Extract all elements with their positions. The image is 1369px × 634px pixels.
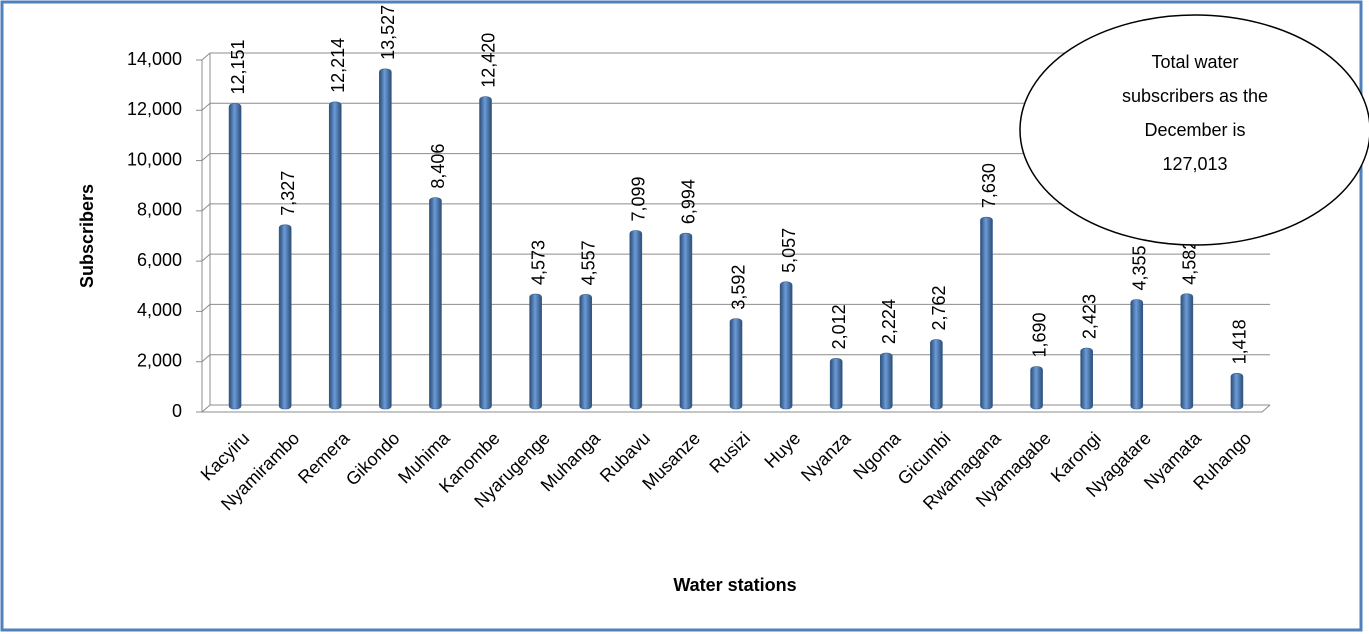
annotation-ellipse	[1019, 14, 1369, 246]
bar	[629, 230, 643, 410]
value-label: 12,151	[228, 39, 248, 94]
value-label: 12,420	[478, 33, 498, 88]
bar	[529, 293, 542, 410]
y-tick-label: 6,000	[137, 250, 182, 270]
x-axis-title: Water stations	[673, 575, 796, 595]
y-tick-label: 12,000	[127, 99, 182, 119]
y-tick-label: 14,000	[127, 49, 182, 69]
bar	[779, 281, 793, 410]
bar	[1230, 373, 1244, 410]
value-label: 5,057	[779, 228, 799, 273]
value-label: 4,355	[1130, 245, 1150, 290]
bar	[479, 96, 492, 410]
value-label: 1,690	[1029, 312, 1049, 357]
annotation-text: 127,013	[1162, 154, 1227, 174]
floor	[202, 404, 1271, 413]
bar	[1130, 299, 1144, 410]
bar	[829, 358, 843, 410]
value-label: 4,557	[578, 240, 598, 285]
bar	[980, 216, 993, 410]
bar	[1030, 366, 1043, 410]
bar	[328, 101, 342, 410]
annotation-text: December is	[1144, 120, 1245, 140]
value-label: 2,423	[1079, 294, 1099, 339]
grid-line	[201, 404, 211, 413]
bar	[579, 294, 593, 410]
y-axis-title: Subscribers	[77, 184, 97, 288]
value-label: 7,099	[629, 176, 649, 221]
value-label: 1,418	[1230, 319, 1250, 364]
bar	[228, 103, 242, 410]
value-label: 4,582	[1180, 240, 1200, 285]
bar	[1080, 347, 1093, 410]
value-label: 6,994	[679, 179, 699, 224]
value-label: 13,527	[378, 5, 398, 60]
bar	[879, 352, 893, 410]
y-tick-label: 2,000	[137, 350, 182, 370]
bar	[278, 224, 292, 410]
grid-line	[201, 203, 211, 212]
bar	[429, 197, 442, 410]
bar	[930, 339, 943, 410]
grid-line	[201, 304, 211, 312]
annotation: Total water subscribers as the December is…	[1019, 14, 1369, 246]
y-tick-label: 10,000	[127, 149, 182, 169]
value-label: 2,762	[929, 286, 949, 331]
value-label: 3,592	[729, 265, 749, 310]
value-label: 7,327	[278, 171, 298, 216]
y-tick-label: 8,000	[137, 200, 182, 220]
grid-line	[201, 253, 211, 262]
value-label: 2,224	[879, 299, 899, 344]
y-tick-label: 4,000	[137, 300, 182, 320]
bar	[1180, 293, 1194, 410]
value-label: 7,630	[979, 163, 999, 208]
bar	[379, 68, 392, 410]
grid-line	[201, 102, 211, 111]
bar	[679, 232, 693, 410]
grid-line	[201, 354, 211, 363]
value-label: 2,012	[829, 304, 849, 349]
grid-line	[201, 52, 211, 61]
value-label: 12,214	[328, 38, 348, 93]
annotation-text: Total water	[1151, 52, 1238, 72]
bar	[729, 318, 743, 410]
grid-line	[201, 153, 211, 161]
annotation-text: subscribers as the	[1122, 86, 1268, 106]
value-label: 4,573	[528, 240, 548, 285]
value-label: 8,406	[428, 144, 448, 189]
y-tick-label: 0	[172, 401, 182, 421]
